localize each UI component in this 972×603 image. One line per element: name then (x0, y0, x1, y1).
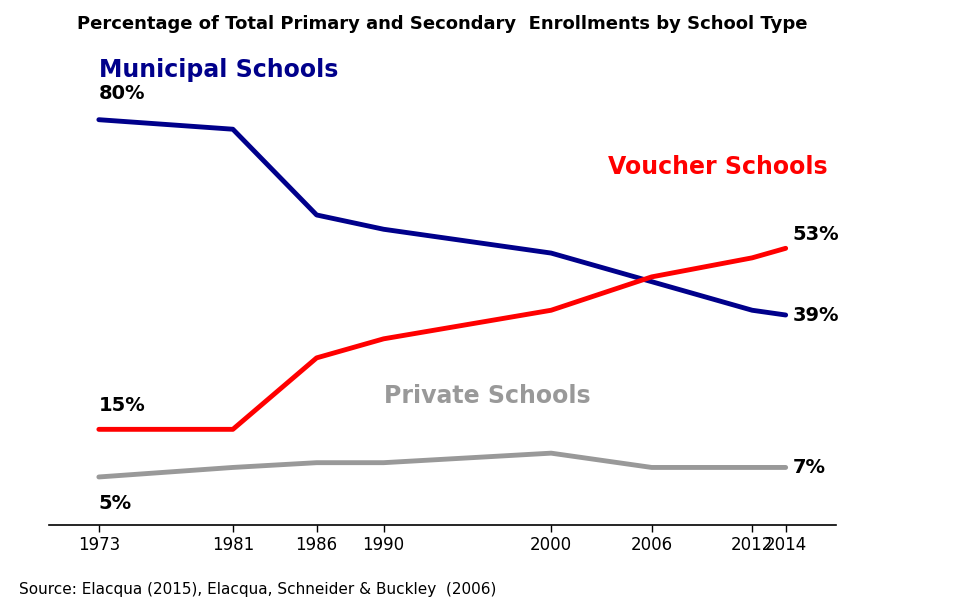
Text: 15%: 15% (99, 396, 146, 415)
Text: Private Schools: Private Schools (384, 384, 590, 408)
Text: Municipal Schools: Municipal Schools (99, 58, 338, 82)
Text: Source: Elacqua (2015), Elacqua, Schneider & Buckley  (2006): Source: Elacqua (2015), Elacqua, Schneid… (19, 582, 497, 597)
Text: 53%: 53% (792, 224, 839, 244)
Text: 39%: 39% (792, 306, 839, 324)
Title: Percentage of Total Primary and Secondary  Enrollments by School Type: Percentage of Total Primary and Secondar… (77, 15, 808, 33)
Text: Voucher Schools: Voucher Schools (608, 156, 827, 179)
Text: 80%: 80% (99, 84, 146, 103)
Text: 5%: 5% (99, 494, 132, 513)
Text: 7%: 7% (792, 458, 825, 477)
